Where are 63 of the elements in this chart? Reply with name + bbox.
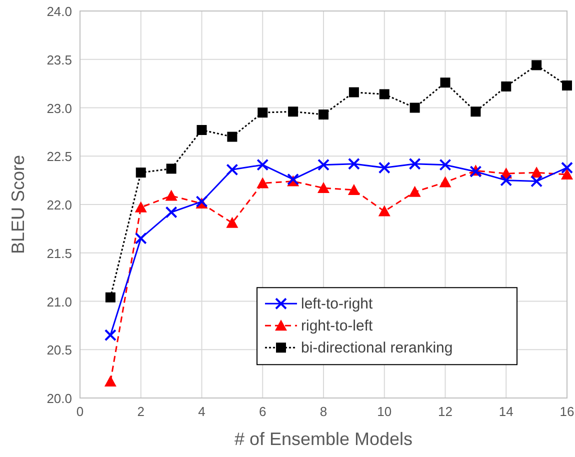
point (408, 158, 421, 170)
point (165, 206, 178, 218)
legend-label: bi-directional reranking (301, 340, 453, 357)
point (470, 106, 481, 117)
x-tick-label: 10 (377, 404, 392, 419)
point (288, 106, 298, 117)
point (104, 329, 116, 342)
point (439, 176, 452, 188)
y-tick-label: 22.0 (46, 198, 72, 212)
y-tick-label: 21.5 (46, 246, 72, 261)
point (530, 175, 543, 188)
point (378, 205, 390, 216)
point (104, 376, 116, 387)
legend-label: right-to-left (301, 318, 374, 335)
x-tick-label: 0 (76, 404, 84, 419)
point (439, 158, 452, 171)
y-axis-title: BLEU Score (8, 154, 28, 254)
point (379, 89, 390, 100)
y-tick-label: 21.0 (46, 294, 72, 310)
point (258, 108, 268, 118)
x-tick-label: 14 (498, 404, 514, 419)
point (256, 158, 269, 171)
point (196, 125, 207, 136)
point (105, 292, 116, 302)
point (440, 78, 450, 88)
point (136, 168, 146, 178)
x-tick-label: 16 (560, 404, 574, 419)
y-tick-label: 20.5 (46, 342, 72, 358)
x-tick-label: 12 (438, 404, 452, 419)
y-tick-label: 24.0 (46, 4, 72, 19)
legend-label: left-to-right (301, 296, 374, 313)
x-tick-label: 4 (198, 404, 206, 419)
point (226, 164, 238, 176)
x-tick-label: 2 (137, 404, 144, 419)
y-tick-label: 23.0 (46, 100, 72, 116)
point (318, 158, 330, 171)
point (500, 174, 512, 186)
x-tick-label: 6 (259, 404, 266, 419)
point (134, 201, 147, 212)
y-tick-label: 22.5 (46, 149, 72, 164)
point (227, 132, 238, 142)
point (410, 102, 420, 113)
point (532, 60, 542, 70)
point (348, 184, 360, 195)
point (501, 81, 512, 92)
point (318, 182, 330, 194)
point (408, 186, 421, 197)
y-tick-label: 20.0 (46, 391, 72, 406)
point (226, 216, 238, 228)
point (378, 162, 390, 174)
point (256, 177, 269, 188)
point (166, 164, 176, 174)
x-axis-title: # of Ensemble Models (234, 429, 413, 449)
point (318, 110, 328, 120)
point (165, 190, 178, 201)
point (348, 158, 360, 170)
point (348, 87, 359, 98)
point (561, 162, 573, 174)
point (561, 168, 573, 180)
point (562, 80, 572, 90)
x-tick-label: 8 (320, 404, 328, 419)
point (134, 232, 147, 244)
y-tick-label: 23.5 (46, 52, 72, 68)
